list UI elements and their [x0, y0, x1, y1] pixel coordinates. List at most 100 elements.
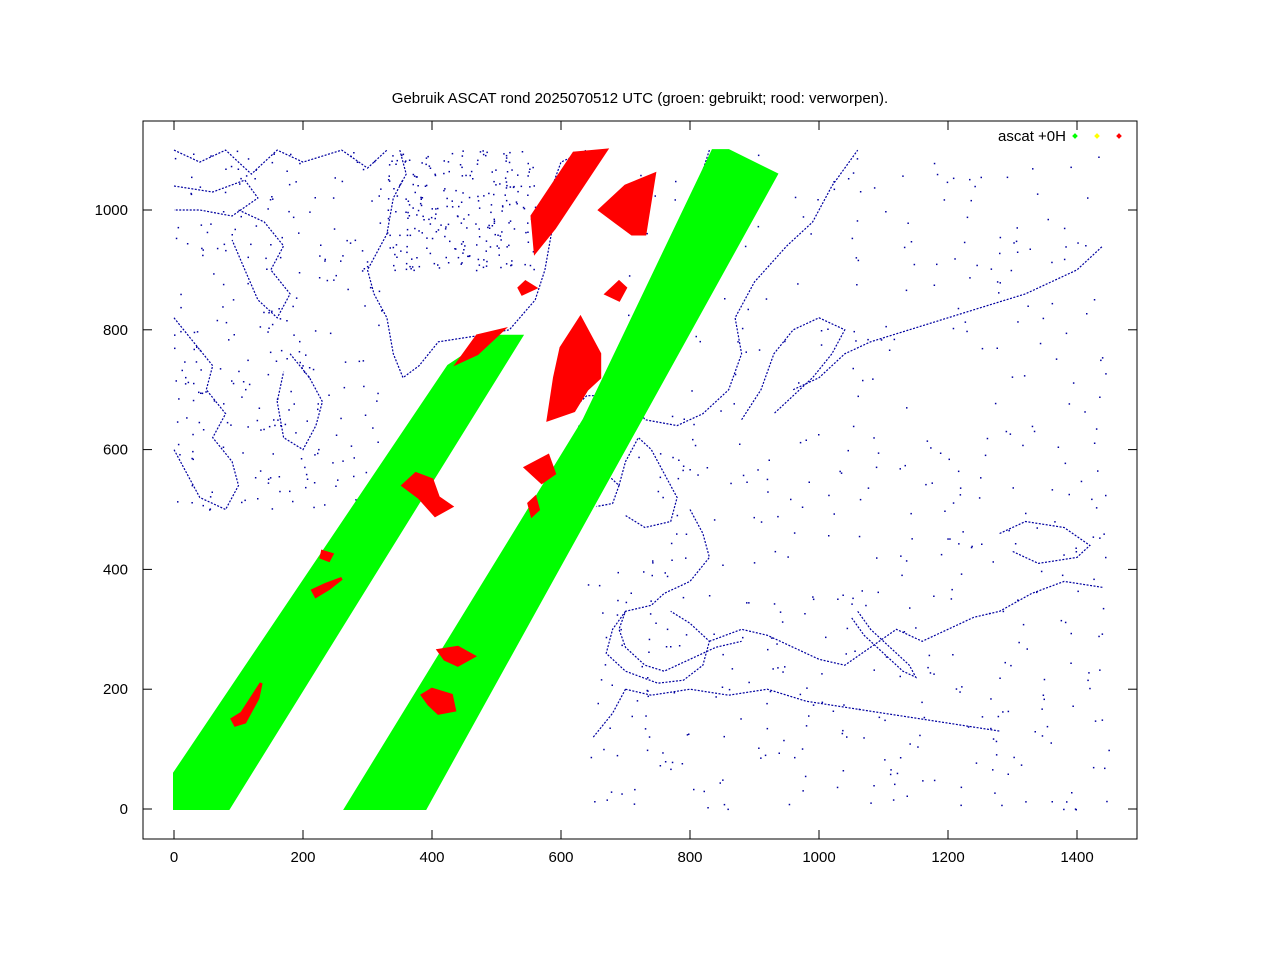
coastline-dot: [271, 196, 273, 198]
coastline-dot: [223, 243, 226, 246]
coastline-dot: [694, 444, 697, 447]
coastline-dot: [996, 281, 999, 283]
coastline-dot: [412, 207, 414, 209]
coastline-dot: [364, 305, 366, 307]
coastline-dot: [405, 160, 407, 162]
coastline-dot: [247, 359, 249, 362]
coastline-dot: [852, 367, 854, 370]
coastline-dot: [202, 254, 204, 257]
coastline-dot: [833, 513, 835, 515]
coastline-dot: [992, 738, 995, 740]
coastline-dot: [799, 441, 802, 444]
coastline-dot: [970, 546, 973, 549]
coastline-dot: [798, 382, 800, 384]
coastline-dot: [715, 696, 717, 698]
coastline-dot: [1102, 607, 1105, 610]
coastline-dot: [1014, 543, 1017, 545]
coastline-dot: [414, 191, 416, 194]
coastline-dot: [309, 211, 311, 213]
coastline-dot: [857, 395, 859, 398]
coastline-dot: [178, 398, 180, 400]
coastline-dot: [191, 457, 193, 460]
coastline-dot: [928, 654, 931, 657]
coastline-dot: [411, 258, 413, 260]
coastline-dot: [646, 749, 649, 752]
coastline-dot: [478, 264, 481, 266]
coastline-dot: [443, 160, 445, 162]
coastline-dot: [405, 211, 407, 213]
coastline-dot: [201, 247, 203, 250]
coastline-dot: [610, 791, 613, 793]
coastline-dot: [1036, 527, 1038, 529]
coastline-dot: [485, 250, 487, 252]
coastline-dot: [1004, 661, 1006, 664]
coastline-dot: [299, 361, 301, 364]
coastline-dot: [402, 153, 405, 156]
coastline-dot: [872, 378, 874, 380]
coastline-dot: [496, 245, 498, 247]
coastline-dot: [1051, 489, 1054, 491]
coastline-dot: [855, 340, 857, 342]
coastline-dot: [222, 211, 225, 213]
coastline-dot: [527, 241, 530, 243]
coastline-dot: [802, 790, 804, 792]
coastline-dot: [431, 237, 434, 240]
coastline-dot: [995, 754, 998, 756]
coastline-dot: [371, 200, 373, 202]
coastline-dot: [742, 636, 744, 639]
coastline-dot: [1100, 359, 1102, 362]
coastline-dot: [280, 349, 283, 352]
rejected-region: [546, 314, 602, 422]
coastline-dot: [764, 754, 767, 757]
coastline-dot: [346, 239, 348, 242]
coastline-dot: [1022, 444, 1024, 447]
coastline-dot: [1002, 610, 1005, 613]
coastline-dot: [793, 532, 796, 534]
coastline-dot: [192, 450, 194, 453]
coastline-dot: [778, 752, 780, 754]
coastline-dot: [435, 231, 438, 233]
coastline-dot: [437, 229, 440, 231]
coastline-dot: [674, 199, 676, 201]
coastline-dot: [424, 185, 427, 187]
coastline-dot: [292, 305, 294, 308]
coastline-dot: [930, 447, 932, 449]
coastline-dot: [1046, 725, 1049, 728]
coastline-dot: [244, 499, 246, 502]
coastline-dot: [394, 269, 396, 272]
coastline-dot: [290, 153, 292, 156]
coastline-dot: [790, 498, 792, 501]
coastline-dot: [967, 726, 970, 728]
coastline-dot: [992, 769, 994, 771]
coastline-dot: [414, 227, 416, 230]
coastline-dot: [395, 163, 397, 165]
coastline-dot: [451, 152, 454, 155]
coastline-dot: [413, 269, 415, 272]
coastline-dot: [960, 804, 962, 807]
coastline-dot: [905, 289, 908, 292]
coastline-dot: [682, 469, 684, 472]
coastline-dot: [272, 453, 274, 455]
coastline-dot: [303, 371, 306, 373]
coastline-dot: [510, 264, 512, 267]
coastline-dot: [391, 160, 393, 162]
coastline-dot: [407, 211, 409, 214]
coastline-dot: [873, 437, 875, 439]
coastline-dot: [1051, 801, 1053, 803]
coastline-dot: [604, 664, 607, 666]
coastline: [231, 209, 291, 319]
coastline-dot: [721, 686, 724, 688]
legend-marker: [1072, 133, 1078, 139]
coastline-dot: [190, 192, 192, 195]
coastline-dot: [191, 502, 193, 504]
coastline-dot: [645, 715, 647, 717]
coastline-dot: [378, 195, 380, 197]
coastline-dot: [903, 246, 906, 249]
coastline-dot: [659, 453, 662, 455]
coastline-dot: [1016, 227, 1018, 229]
coastline-dot: [706, 467, 709, 469]
coastline-dot: [1031, 425, 1034, 428]
coastline-dot: [777, 667, 779, 669]
coastline-dot: [239, 183, 241, 185]
